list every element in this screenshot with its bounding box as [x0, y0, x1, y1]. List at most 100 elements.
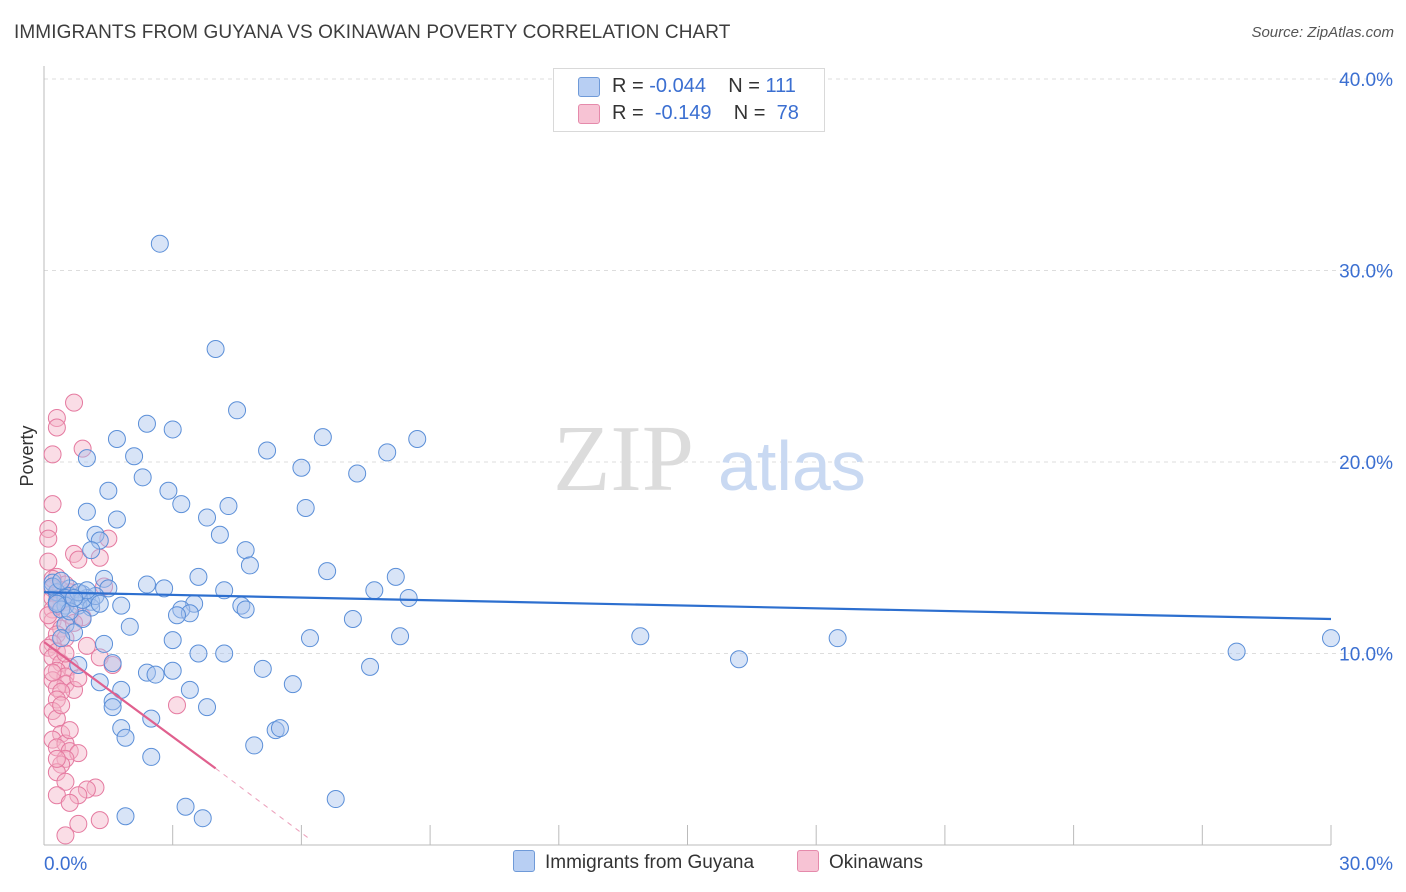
guyana-point [77, 502, 96, 521]
legend-r-value: -0.149 [654, 102, 712, 124]
guyana-point [116, 728, 135, 747]
okinawans-point [39, 552, 58, 571]
guyana-point [828, 629, 847, 648]
guyana-point [167, 606, 186, 625]
guyana-point [300, 629, 319, 648]
guyana-point [386, 567, 405, 586]
guyana-point [133, 468, 152, 487]
guyana-point [103, 698, 122, 717]
y-tick-label: 30.0% [1339, 262, 1393, 283]
guyana-point [292, 458, 311, 477]
guyana-point [198, 508, 217, 527]
bottom-legend-okinawans: Okinawans [797, 850, 923, 874]
guyana-point [116, 807, 135, 826]
guyana-point [228, 401, 247, 420]
guyana-point [43, 577, 62, 596]
okinawans-trend-line [43, 641, 217, 770]
guyana-trend-line [43, 591, 1332, 621]
guyana-point [378, 443, 397, 462]
guyana-point [107, 430, 126, 449]
guyana-point [343, 610, 362, 629]
guyana-point [189, 567, 208, 586]
okinawans-point [39, 529, 58, 548]
guyana-point [296, 498, 315, 517]
guyana-point [253, 659, 272, 678]
stats-legend: R = -0.044 N = 111 R = -0.149 N = 78 [553, 68, 825, 132]
guyana-point [258, 441, 277, 460]
guyana-point [163, 420, 182, 439]
okinawans-point [56, 772, 75, 791]
guyana-point [399, 588, 418, 607]
chart-source: Source: ZipAtlas.com [1251, 24, 1394, 41]
okinawans-point [43, 445, 62, 464]
guyana-point [236, 600, 255, 619]
bottom-legend-label-guyana: Immigrants from Guyana [545, 852, 755, 873]
okinawans-point [39, 638, 58, 657]
okinawans-point [56, 826, 75, 845]
guyana-point [52, 571, 71, 590]
okinawans-point [52, 696, 71, 715]
guyana-point [318, 562, 337, 581]
okinawans-point [69, 669, 88, 688]
guyana-point [198, 698, 217, 717]
guyana-point [103, 654, 122, 673]
guyana-point [125, 447, 144, 466]
guyana-point [219, 497, 238, 516]
guyana-point [163, 661, 182, 680]
okinawans-point [69, 814, 88, 833]
guyana-point [120, 617, 139, 636]
y-axis-label: Poverty [17, 425, 37, 486]
bottom-legend-swatch-pink [797, 850, 819, 872]
guyana-point [159, 481, 178, 500]
guyana-points [43, 234, 1340, 828]
bottom-legend-label-okinawans: Okinawans [829, 852, 923, 873]
guyana-point [176, 797, 195, 816]
okinawans-trend-extension [215, 768, 311, 840]
okinawans-point [47, 749, 66, 768]
stats-legend-row-okinawans: R = -0.149 N = 78 [578, 102, 799, 128]
guyana-point [150, 234, 169, 253]
okinawans-point [43, 663, 62, 682]
y-tick-label: 20.0% [1339, 453, 1393, 474]
guyana-point [137, 414, 156, 433]
guyana-point [1227, 642, 1246, 661]
guyana-point [77, 449, 96, 468]
guyana-point [95, 634, 114, 653]
guyana-point [142, 747, 161, 766]
legend-n-label: N = [733, 102, 766, 124]
guyana-point [146, 665, 165, 684]
okinawans-point [60, 721, 79, 740]
y-tick-label: 10.0% [1339, 645, 1393, 666]
guyana-point [326, 790, 345, 809]
guyana-point [189, 644, 208, 663]
guyana-point [95, 569, 114, 588]
okinawans-point [60, 793, 79, 812]
okinawans-point [77, 636, 96, 655]
guyana-point [180, 680, 199, 699]
guyana-point [348, 464, 367, 483]
okinawans-point [47, 408, 66, 427]
okinawans-point [65, 393, 84, 412]
guyana-point [99, 481, 118, 500]
x-tick-label: 0.0% [44, 854, 87, 875]
stats-legend-row-guyana: R = -0.044 N = 111 [578, 75, 796, 101]
guyana-point [270, 719, 289, 738]
okinawans-point [167, 696, 186, 715]
okinawans-point [52, 724, 71, 743]
legend-swatch-pink [578, 103, 600, 124]
guyana-point [283, 675, 302, 694]
guyana-point [215, 581, 234, 600]
legend-r-value: -0.044 [649, 75, 706, 97]
guyana-point [245, 736, 264, 755]
guyana-point [112, 719, 131, 738]
guyana-point [172, 495, 191, 514]
okinawans-point [39, 520, 58, 539]
guyana-point [107, 510, 126, 529]
watermark: ZIP atlas [553, 407, 866, 511]
guyana-point [193, 809, 212, 828]
guyana-point [137, 575, 156, 594]
okinawans-point [73, 439, 92, 458]
guyana-point [210, 525, 229, 544]
guyana-point [313, 428, 332, 447]
watermark-zip: ZIP [553, 407, 694, 511]
